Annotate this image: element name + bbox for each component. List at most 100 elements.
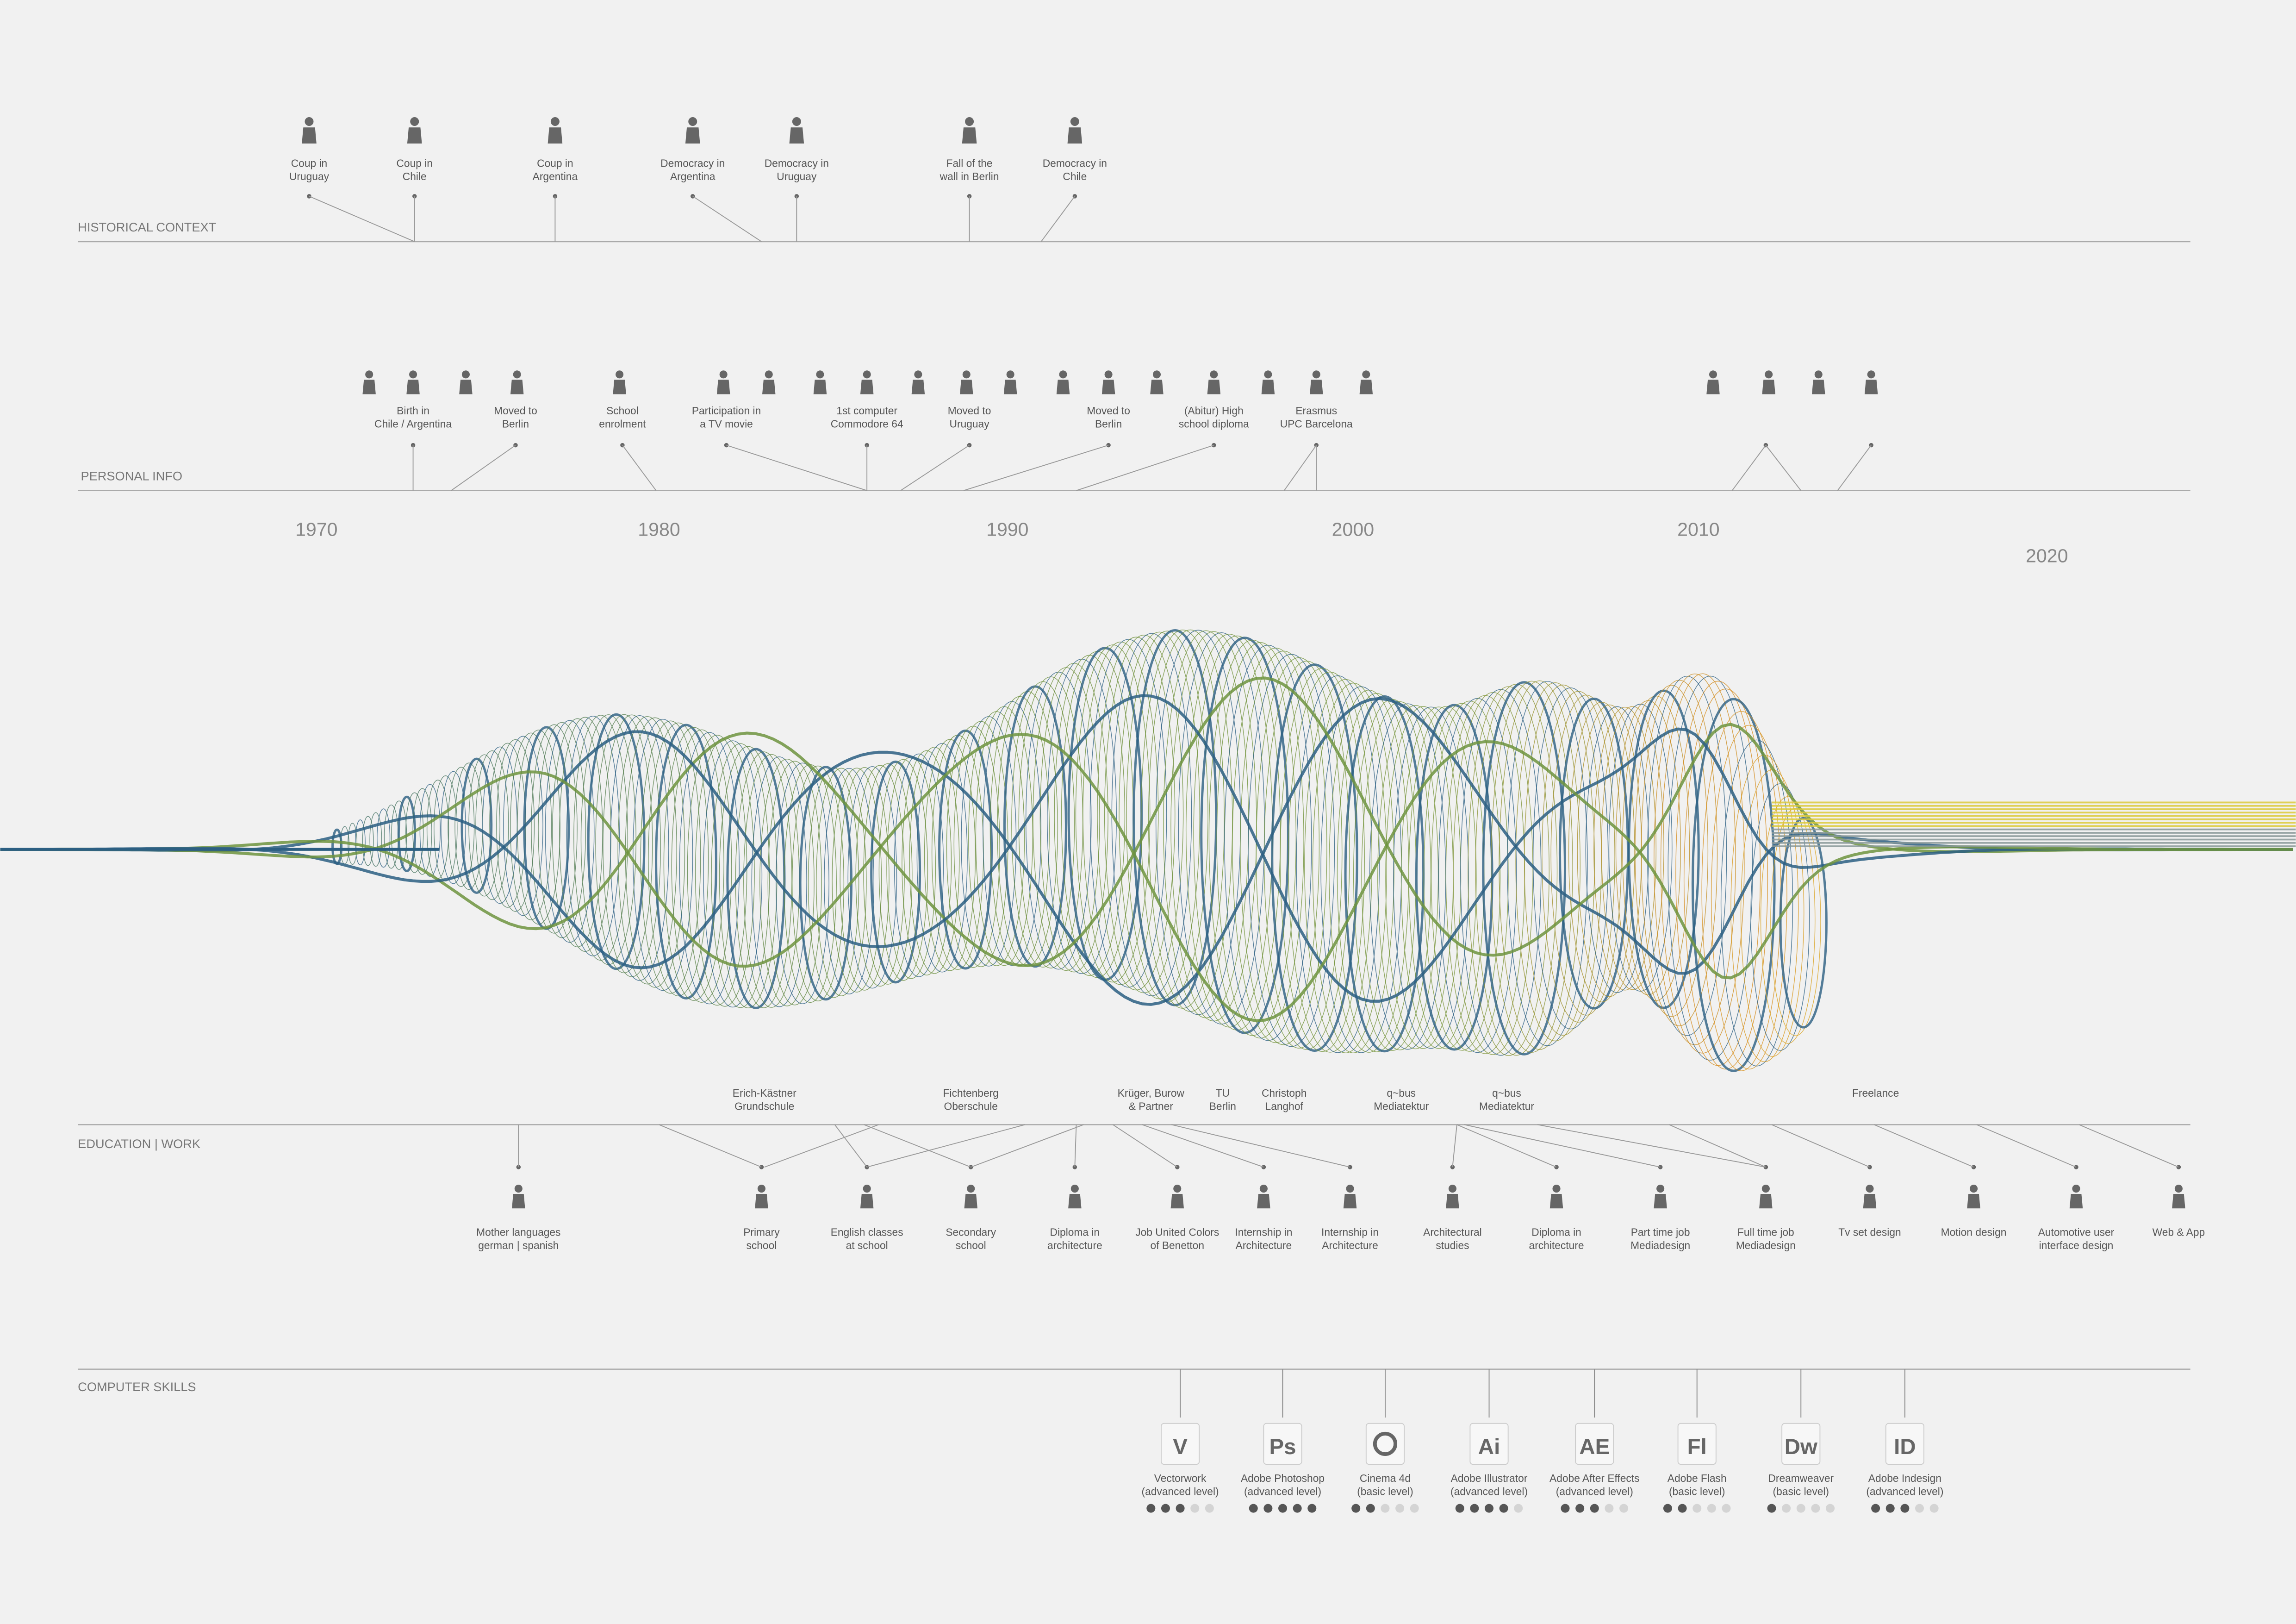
- year-label: 1990: [986, 519, 1028, 540]
- wave-loop: [847, 766, 897, 989]
- label: (basic level): [1357, 1486, 1413, 1498]
- wave-loop: [496, 739, 535, 912]
- label: English classes: [831, 1226, 903, 1238]
- icon: [1150, 380, 1164, 394]
- connector: [1537, 1124, 1766, 1168]
- wave-loop: [1361, 701, 1439, 1050]
- skill-level-dot: [1561, 1504, 1570, 1513]
- label: Architectural: [1423, 1226, 1482, 1238]
- wave-loop: [1216, 642, 1304, 1039]
- label: Coup in: [291, 157, 327, 169]
- label: Moved to: [948, 405, 991, 417]
- skill-icon-text: V: [1173, 1435, 1188, 1459]
- icon: [1261, 380, 1275, 394]
- wave-loop: [878, 759, 928, 981]
- wave-loop: [663, 727, 724, 1001]
- icon: [616, 370, 624, 379]
- connector: [1464, 1124, 1661, 1168]
- icon: [550, 117, 560, 126]
- wave-loop: [419, 784, 441, 877]
- skill-level-dot: [1692, 1504, 1702, 1513]
- skill-level-dot: [1915, 1504, 1924, 1513]
- anchor-dot: [1554, 1165, 1559, 1169]
- icon: [461, 370, 470, 379]
- wave-loop: [902, 750, 952, 976]
- wave-loop: [751, 756, 807, 1007]
- skill-level-dot: [1885, 1504, 1895, 1513]
- label: architecture: [1529, 1239, 1584, 1251]
- wave-loop: [1760, 796, 1816, 1044]
- label: q~bus: [1492, 1087, 1521, 1099]
- skill-level-dot: [1663, 1504, 1672, 1513]
- label: Adobe Photoshop: [1241, 1472, 1325, 1484]
- label: (advanced level): [1244, 1486, 1321, 1498]
- wave-loop: [1691, 698, 1776, 1072]
- wave-loop: [531, 724, 578, 934]
- life-wave: [0, 629, 2296, 1072]
- label: Diploma in: [1531, 1226, 1581, 1238]
- label: Krüger, Burow: [1118, 1087, 1185, 1099]
- skill-icon-text: ID: [1894, 1435, 1916, 1459]
- icon: [1867, 370, 1875, 379]
- wave-loop: [1271, 663, 1358, 1052]
- icon: [1656, 1185, 1665, 1193]
- icon: [2072, 1185, 2080, 1193]
- wave-strand: [0, 697, 2293, 1006]
- wave-loop: [397, 795, 417, 872]
- icon: [1006, 370, 1014, 379]
- icon: [1264, 370, 1272, 379]
- wave-strand: [0, 733, 2293, 1022]
- skill-level-dot: [1605, 1504, 1614, 1513]
- skill-level-dot: [1146, 1504, 1156, 1513]
- wave-loop: [1482, 681, 1567, 1056]
- icon: [1257, 1193, 1270, 1209]
- icon: [1812, 380, 1825, 394]
- icon: [914, 370, 922, 379]
- label: Christoph: [1262, 1087, 1307, 1099]
- wave-loop: [791, 765, 845, 1001]
- connector: [834, 1124, 867, 1168]
- connector: [1765, 445, 1802, 491]
- wave-loop: [377, 808, 391, 868]
- wave-loop: [687, 735, 747, 1006]
- connector: [971, 1124, 1084, 1168]
- skill-level-dot: [1161, 1504, 1170, 1513]
- skill-icon-text: Ai: [1478, 1435, 1500, 1459]
- label: Job United Colors: [1135, 1226, 1219, 1238]
- wave-loop: [1353, 699, 1431, 1051]
- skill-level-dot: [1293, 1504, 1302, 1513]
- icon: [2069, 1193, 2083, 1209]
- icon: [1761, 1185, 1770, 1193]
- icon: [305, 117, 314, 126]
- wave-loop: [1240, 650, 1327, 1045]
- icon: [716, 380, 730, 394]
- label: (advanced level): [1142, 1486, 1219, 1498]
- label: architecture: [1047, 1239, 1102, 1251]
- wave-loop: [1400, 706, 1477, 1049]
- icon: [2172, 1193, 2185, 1209]
- icon: [962, 370, 971, 379]
- wave-loop: [1431, 700, 1509, 1052]
- wave-loop: [1423, 703, 1501, 1051]
- icon: [1259, 1185, 1268, 1193]
- icon: [1866, 1185, 1874, 1193]
- label: Vectorwork: [1154, 1472, 1207, 1484]
- label: at school: [846, 1239, 888, 1251]
- wave-loop: [603, 714, 661, 977]
- wave-loop: [1490, 681, 1573, 1053]
- icon: [1552, 1185, 1561, 1193]
- wave-loop: [916, 743, 968, 973]
- wave-loop: [1750, 783, 1810, 1051]
- wave-loop: [671, 729, 732, 1003]
- wave-loop: [938, 729, 993, 970]
- label: & Partner: [1129, 1100, 1174, 1112]
- icon: [789, 127, 804, 144]
- wave-loop: [1532, 687, 1609, 1030]
- label: Mediadesign: [1736, 1239, 1796, 1251]
- label: Cinema 4d: [1360, 1472, 1411, 1484]
- wave-loop: [1248, 654, 1335, 1047]
- icon: [863, 1185, 871, 1193]
- wave-loop: [1615, 700, 1681, 995]
- skill-icon-text: Fl: [1687, 1435, 1707, 1459]
- icon: [1067, 127, 1083, 144]
